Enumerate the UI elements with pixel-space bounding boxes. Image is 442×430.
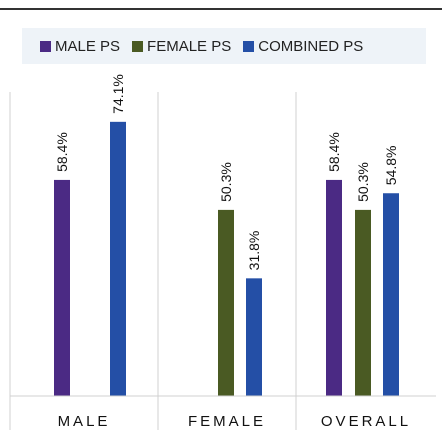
legend-swatch-female-ps	[132, 40, 144, 52]
bar-female-ps-overall	[355, 209, 371, 396]
category-label-male: MALE	[58, 413, 111, 430]
bar-male-ps-overall	[326, 179, 342, 396]
category-label-overall: OVERALL	[321, 413, 411, 430]
data-label-female-ps-female: 50.3%	[218, 162, 234, 202]
category-label-female: FEMALE	[188, 413, 266, 430]
legend-item-female-ps: FEMALE PS	[132, 38, 231, 55]
data-label-combined-ps-male: 74.1%	[110, 74, 126, 114]
bar-male-ps-male	[54, 179, 70, 396]
top-rule	[0, 8, 442, 10]
data-label-combined-ps-female: 31.8%	[246, 231, 262, 271]
legend-swatch-combined-ps	[243, 40, 255, 52]
legend-label-combined-ps: COMBINED PS	[258, 37, 364, 55]
legend-item-male-ps: MALE PS	[40, 38, 120, 55]
legend-item-combined-ps: COMBINED PS	[243, 38, 363, 55]
data-label-male-ps-overall: 58.4%	[326, 132, 342, 172]
legend-background	[22, 28, 426, 64]
bar-combined-ps-male	[110, 121, 126, 396]
legend-label-female-ps: FEMALE PS	[147, 37, 232, 55]
data-label-male-ps-male: 58.4%	[54, 132, 70, 172]
bar-female-ps-female	[218, 209, 234, 396]
bar-combined-ps-female	[246, 278, 262, 396]
legend-swatch-male-ps	[40, 40, 51, 52]
legend: MALE PS FEMALE PS COMBINED PS	[40, 35, 430, 57]
data-label-combined-ps-overall: 54.8%	[383, 146, 399, 186]
bar-combined-ps-overall	[383, 193, 399, 396]
data-label-female-ps-overall: 50.3%	[355, 162, 371, 202]
legend-label-male-ps: MALE PS	[55, 37, 121, 55]
